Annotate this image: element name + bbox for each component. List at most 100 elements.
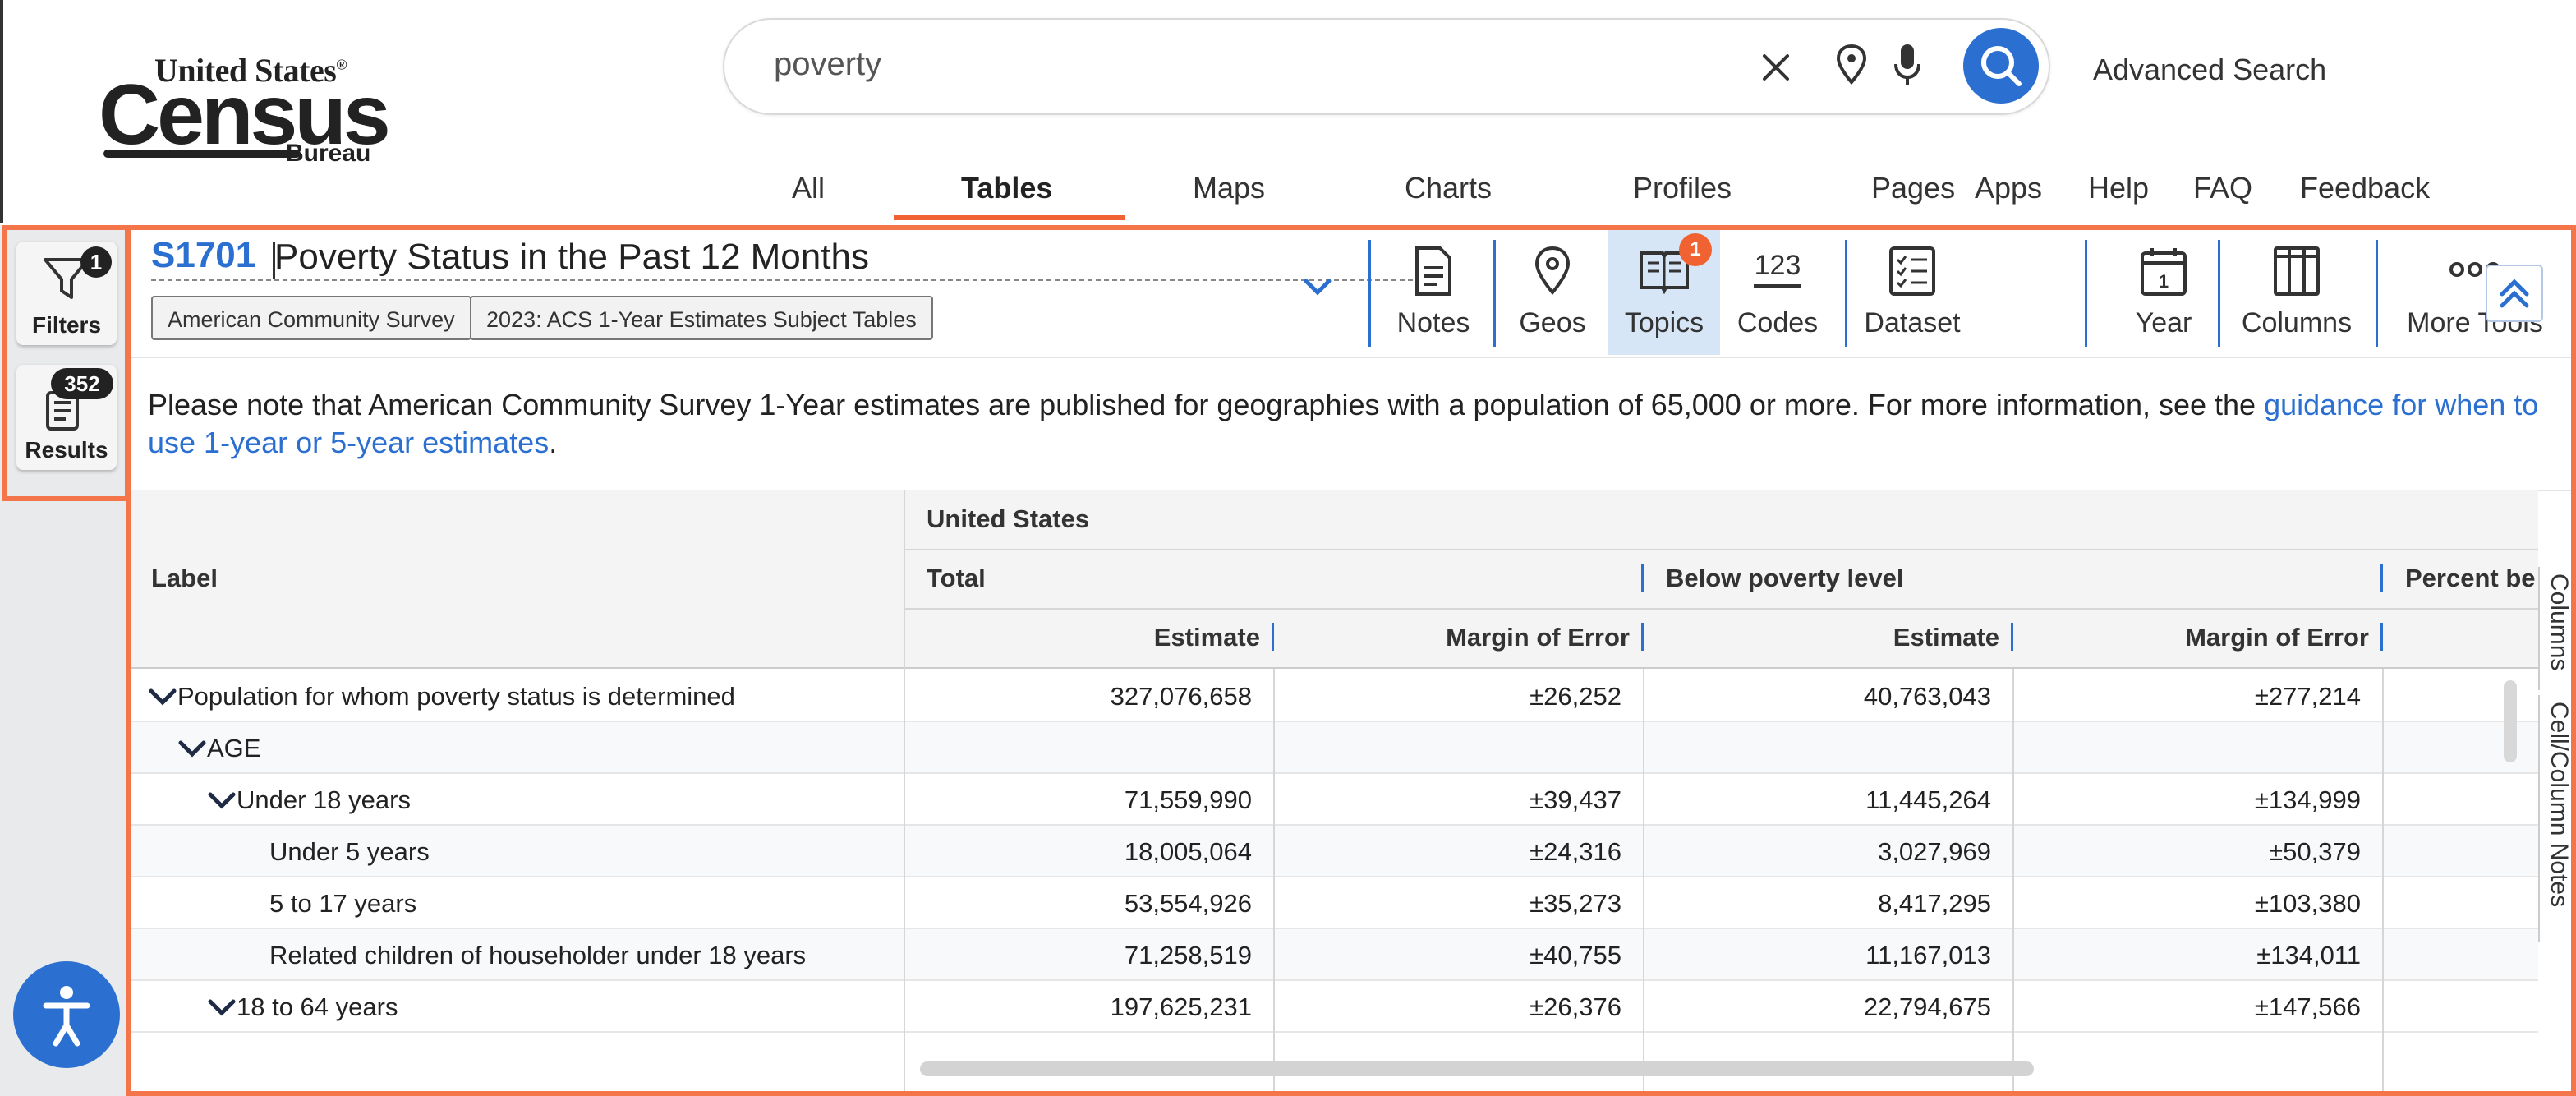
close-icon[interactable] [1758,49,1794,85]
codes-icon: 123 [1754,250,1801,288]
accessibility-button[interactable] [13,961,120,1068]
geos-label: Geos [1519,307,1586,338]
search-input[interactable]: poverty [774,46,882,82]
search-button[interactable] [1963,28,2039,104]
margin-of-error-cell[interactable]: ±40,755 [1530,941,1622,969]
notes-button[interactable]: Notes [1373,230,1493,355]
margin-of-error-cell[interactable]: ±26,252 [1530,682,1622,711]
column-separator[interactable] [1272,623,1274,651]
estimate-cell[interactable]: 71,559,990 [1124,785,1252,814]
census-logo[interactable]: United States® Census Bureau [97,51,391,174]
nav-feedback[interactable]: Feedback [2300,171,2431,205]
column-separator[interactable] [2380,623,2383,651]
nav-profiles[interactable]: Profiles [1633,171,1732,205]
row-label: AGE [207,734,261,762]
notes-label: Notes [1396,307,1470,338]
row-label: 18 to 64 years [237,992,398,1021]
active-tab-underline [894,215,1125,220]
table-row: 5 to 17 years 53,554,926 ±35,273 8,417,295 ±… [131,877,2538,929]
topics-count-badge: 1 [1679,233,1712,266]
logo-bar [104,150,301,158]
estimate-cell[interactable]: 197,625,231 [1110,992,1252,1021]
subheader-moe[interactable]: Margin of Error [1446,623,1630,652]
margin-of-error-cell[interactable]: ±39,437 [1530,785,1622,814]
book-icon [1640,251,1689,294]
nav-maps[interactable]: Maps [1193,171,1266,205]
column-separator[interactable] [1641,623,1644,651]
nav-all[interactable]: All [792,171,826,205]
estimate-cell[interactable]: 53,554,926 [1124,889,1252,918]
acs-notice: Please note that American Community Surv… [148,386,2555,462]
horizontal-scrollbar[interactable] [920,1061,2034,1076]
results-label: Results [25,437,108,463]
columns-side-tab[interactable]: Columns [2538,567,2571,690]
left-sidebar: Filters 1 Results 352 [0,225,126,1096]
nav-tables[interactable]: Tables [961,171,1053,205]
column-divider [2382,669,2384,1091]
advanced-search-link[interactable]: Advanced Search [2093,53,2327,86]
codes-button[interactable]: 123 Codes [1722,230,1833,355]
subheader-estimate[interactable]: Estimate [1893,623,1999,652]
cell-notes-side-tab[interactable]: Cell/Column Notes [2538,695,2571,942]
topics-button[interactable]: 1 Topics [1608,230,1720,355]
estimate-cell[interactable]: 18,005,064 [1124,837,1252,866]
filters-button[interactable]: Filters 1 [16,242,117,345]
margin-of-error-cell[interactable]: ±277,214 [2254,682,2361,711]
margin-of-error-cell[interactable]: ±103,380 [2254,889,2361,918]
topics-label: Topics [1624,307,1704,338]
estimate-cell[interactable]: 11,445,264 [1865,785,1991,814]
guidance-link[interactable]: guidance for when to use 1-year or 5-yea… [148,388,2539,459]
estimate-cell[interactable]: 11,167,013 [1865,941,1991,969]
margin-of-error-cell[interactable]: ±134,011 [2256,941,2361,969]
row-label: Population for whom poverty status is de… [177,682,735,711]
chevron-down-icon[interactable] [177,739,207,760]
margin-of-error-cell[interactable]: ±147,566 [2254,992,2361,1021]
margin-of-error-cell[interactable]: ±50,379 [2269,837,2361,866]
label-header[interactable]: Label [151,564,218,592]
logo-line1: United States® [154,52,347,89]
margin-of-error-cell[interactable]: ±134,999 [2254,785,2361,814]
estimate-cell[interactable]: 3,027,969 [1878,837,1991,866]
columns-button[interactable]: Columns [2223,230,2371,355]
subheader-moe[interactable]: Margin of Error [2185,623,2369,652]
location-pin-icon[interactable] [1835,43,1868,87]
nav-apps[interactable]: Apps [1975,171,2043,205]
search-box[interactable]: poverty [723,18,2050,115]
chevron-down-icon[interactable] [1301,274,1334,299]
dataset-tag[interactable]: 2023: ACS 1-Year Estimates Subject Table… [470,296,933,340]
year-button[interactable]: 1 Year [2109,230,2218,355]
nav-help[interactable]: Help [2088,171,2150,205]
toolbar-divider [2218,240,2220,347]
subheader-estimate[interactable]: Estimate [1153,623,1260,652]
microphone-icon[interactable] [1891,41,1924,90]
collapse-header-button[interactable] [2486,265,2543,322]
table-code[interactable]: S1701 [151,235,256,275]
vertical-scrollbar[interactable] [2504,680,2517,762]
estimate-cell[interactable]: 71,258,519 [1124,941,1252,969]
chevron-down-icon[interactable] [207,997,237,1019]
estimate-cell[interactable]: 22,794,675 [1863,992,1991,1021]
column-separator[interactable] [2380,564,2383,592]
column-separator[interactable] [2011,623,2013,651]
results-button[interactable]: Results 352 [16,365,117,470]
nav-charts[interactable]: Charts [1405,171,1493,205]
column-divider [1273,669,1275,1091]
estimate-cell[interactable]: 8,417,295 [1878,889,1991,918]
columns-label: Columns [2241,307,2353,338]
chevron-down-icon[interactable] [148,687,177,708]
header-rule [904,549,2538,550]
margin-of-error-cell[interactable]: ±26,376 [1530,992,1622,1021]
margin-of-error-cell[interactable]: ±24,316 [1530,837,1622,866]
nav-faq[interactable]: FAQ [2193,171,2253,205]
dataset-button[interactable]: Dataset [1850,230,1975,355]
chevron-down-icon[interactable] [207,790,237,812]
geo-header: United States [927,504,1090,533]
estimate-cell[interactable]: 40,763,043 [1863,682,1991,711]
notice-text: Please note that American Community Surv… [148,388,2265,421]
geos-button[interactable]: Geos [1498,230,1607,355]
estimate-cell[interactable]: 327,076,658 [1110,682,1252,711]
column-separator[interactable] [1641,564,1644,592]
double-chevron-up-icon [2500,279,2529,308]
nav-pages[interactable]: Pages [1871,171,1956,205]
margin-of-error-cell[interactable]: ±35,273 [1530,889,1622,918]
